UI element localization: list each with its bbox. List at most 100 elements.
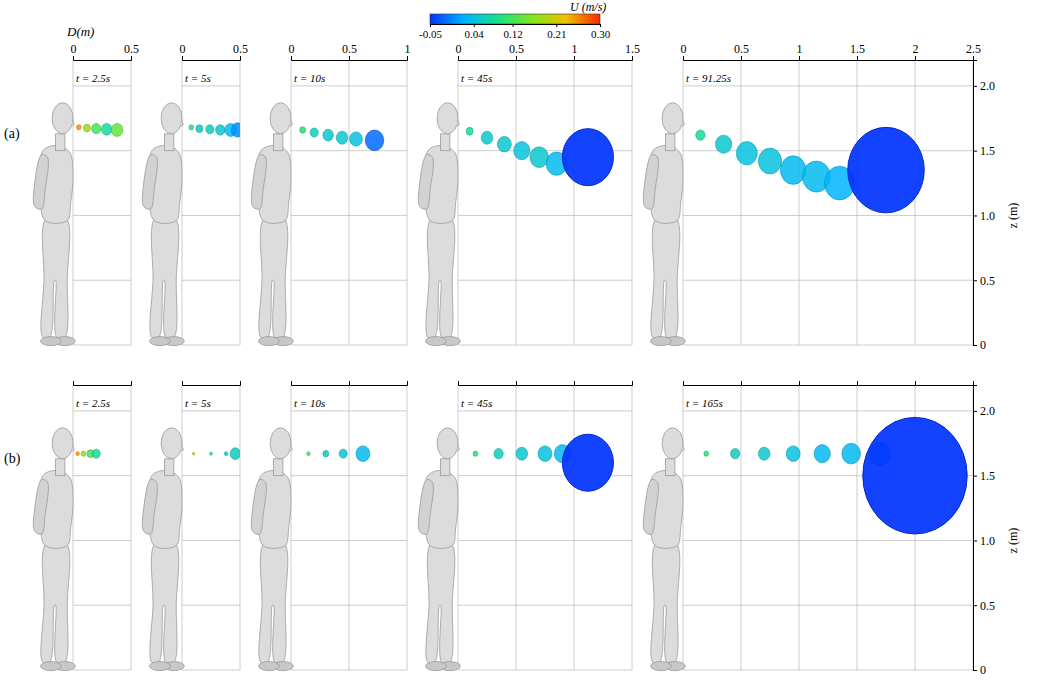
grid-line-y — [182, 280, 240, 281]
cloud-puff — [111, 123, 123, 136]
title-patch — [460, 397, 493, 409]
cloud-puff — [83, 124, 90, 132]
human-figure — [142, 103, 184, 346]
x-tick-mark — [799, 381, 800, 385]
panel: 00.5t = 5s — [142, 42, 248, 346]
x-axis: 00.5 — [180, 42, 249, 61]
x-axis: 00.51 — [289, 42, 411, 61]
human-shoe — [150, 337, 171, 346]
y-tick: 2.0 — [973, 79, 995, 93]
human-figure — [251, 103, 293, 346]
grid — [73, 385, 131, 670]
cloud-puff — [216, 125, 225, 135]
grid-line-y — [73, 605, 131, 606]
x-tick: 0 — [71, 42, 77, 60]
particle-cloud — [192, 448, 240, 460]
x-tick-mark — [915, 381, 916, 385]
figure: -0.050.040.120.210.30U (m/s)D(m)(a)00.5t… — [0, 0, 1050, 686]
grid-line-y — [182, 540, 240, 541]
title-patch — [293, 72, 326, 84]
x-tick — [407, 381, 408, 385]
panel-title: t = 165s — [686, 397, 723, 409]
title-patch — [685, 397, 724, 409]
x-tick — [182, 381, 183, 385]
x-axis-line — [459, 381, 633, 386]
grid — [458, 385, 632, 670]
human-arm — [418, 154, 433, 209]
grid-line-y — [291, 280, 407, 281]
x-tick-mark — [632, 381, 633, 385]
grid-line-x — [574, 60, 575, 345]
human-nose — [457, 120, 459, 126]
grid-line-y — [291, 85, 407, 86]
human-neck — [165, 134, 174, 151]
x-tick-label: 2 — [913, 42, 919, 56]
cloud-puff — [538, 446, 552, 462]
y-tick-label: 0 — [980, 663, 986, 677]
human-arm — [418, 479, 433, 534]
y-axis-title: z (m) — [1006, 203, 1020, 229]
human-figure — [643, 103, 685, 346]
human-legs — [426, 215, 455, 339]
x-tick-mark — [857, 381, 858, 385]
title-patch — [184, 72, 212, 84]
grid-line-y — [73, 410, 131, 411]
y-tick-mark — [973, 280, 977, 281]
cloud-puff — [842, 443, 861, 464]
x-tick-mark — [741, 56, 742, 60]
human-head — [437, 103, 458, 134]
cloud-front — [562, 434, 613, 491]
cloud-puff — [210, 452, 213, 455]
grid-line-y — [182, 345, 240, 346]
x-tick-mark — [73, 56, 74, 60]
grid-line-y — [458, 540, 632, 541]
x-tick — [131, 381, 132, 385]
particle-cloud — [300, 127, 384, 151]
human-shoe — [426, 337, 447, 346]
colorbar-tick-label: 0.12 — [503, 28, 522, 40]
cloud-puff — [92, 123, 101, 133]
y-tick-mark — [973, 86, 977, 87]
grid-line-y — [73, 85, 131, 86]
human-nose — [181, 445, 183, 451]
grid-line-y — [683, 345, 973, 346]
human-shoe — [651, 662, 672, 671]
x-axis-line — [74, 56, 132, 61]
x-tick-mark — [973, 56, 974, 60]
x-tick-label: 0 — [456, 42, 462, 56]
grid-line-x — [516, 60, 517, 345]
title-patch — [460, 72, 493, 84]
human-shoe — [259, 662, 280, 671]
x-axis-title: D(m) — [66, 24, 94, 39]
y-tick-mark — [973, 151, 977, 152]
panel-title: t = 2.5s — [76, 72, 110, 84]
human-arm — [251, 154, 266, 209]
x-tick: 1.5 — [625, 42, 640, 60]
human-arm — [142, 154, 157, 209]
grid-line-x — [632, 385, 633, 670]
grid-line-x — [73, 385, 74, 670]
x-tick — [632, 381, 633, 385]
row: (b)t = 2.5st = 5st = 10st = 45st = 165s0… — [4, 381, 1020, 677]
x-tick: 1.5 — [850, 42, 865, 60]
grid-line-y — [291, 345, 407, 346]
cloud-puff — [206, 125, 214, 134]
cloud-puff — [300, 127, 306, 133]
cloud-puff — [339, 449, 347, 458]
panel: 00.51t = 10s — [251, 42, 410, 346]
x-tick-mark — [516, 56, 517, 60]
human-figure — [418, 103, 460, 346]
x-tick-mark — [240, 381, 241, 385]
human-nose — [290, 120, 292, 126]
x-tick — [857, 381, 858, 385]
x-tick-label: 2.5 — [966, 42, 981, 56]
grid-line-y — [683, 85, 973, 86]
panel-title: t = 10s — [294, 397, 325, 409]
x-tick: 0 — [289, 42, 295, 60]
grid-line-y — [291, 540, 407, 541]
grid-line-y — [182, 410, 240, 411]
particle-cloud — [76, 449, 100, 458]
human-neck — [666, 459, 675, 476]
human-nose — [682, 120, 684, 126]
grid — [291, 385, 407, 670]
